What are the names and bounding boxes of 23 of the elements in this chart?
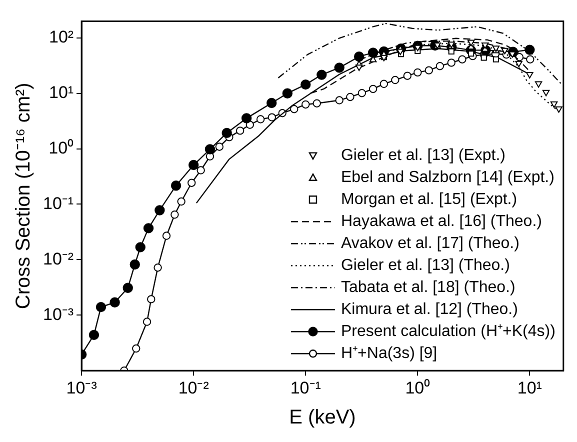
x-tick-label: 10⁻² <box>178 378 210 398</box>
y-tick-label: 10⁻¹ <box>42 194 74 213</box>
legend-label: Hayakawa et al. [16] (Theo.) <box>340 213 542 230</box>
y-tick-label: 10² <box>48 28 74 47</box>
legend-label: Tabata et al. [18] (Theo.) <box>340 279 516 296</box>
x-tick-label: 10¹ <box>517 378 542 398</box>
legend-label: Avakov et al. [17] (Theo.) <box>340 235 520 252</box>
legend-label: Kimura et al. [12] (Theo.) <box>340 301 518 318</box>
legend-label: Gieler et al. [13] (Theo.) <box>340 257 510 274</box>
y-tick-label: 10⁻³ <box>42 304 74 324</box>
legend-label: Gieler et al. [13] (Expt.) <box>340 147 506 164</box>
y-tick-label: 10⁻² <box>42 249 74 268</box>
legend-label: Morgan et al. [15] (Expt.) <box>340 191 518 208</box>
y-tick-label: 10⁰ <box>48 138 74 158</box>
legend-label: Present calculation (H⁺+K(4s)) <box>340 323 556 340</box>
y-axis-title: Cross Section (10⁻¹⁶ cm²) <box>12 82 35 310</box>
x-tick-label: 10⁻¹ <box>290 378 322 398</box>
y-tick-label: 10¹ <box>48 83 74 102</box>
x-axis-title: E (keV) <box>289 406 356 429</box>
x-tick-label: 10⁰ <box>405 378 430 398</box>
legend-label: Ebel and Salzborn [14] (Expt.) <box>340 169 554 186</box>
legend-label: H⁺+Na(3s) [9] <box>340 345 438 362</box>
x-tick-label: 10⁻³ <box>66 378 98 398</box>
